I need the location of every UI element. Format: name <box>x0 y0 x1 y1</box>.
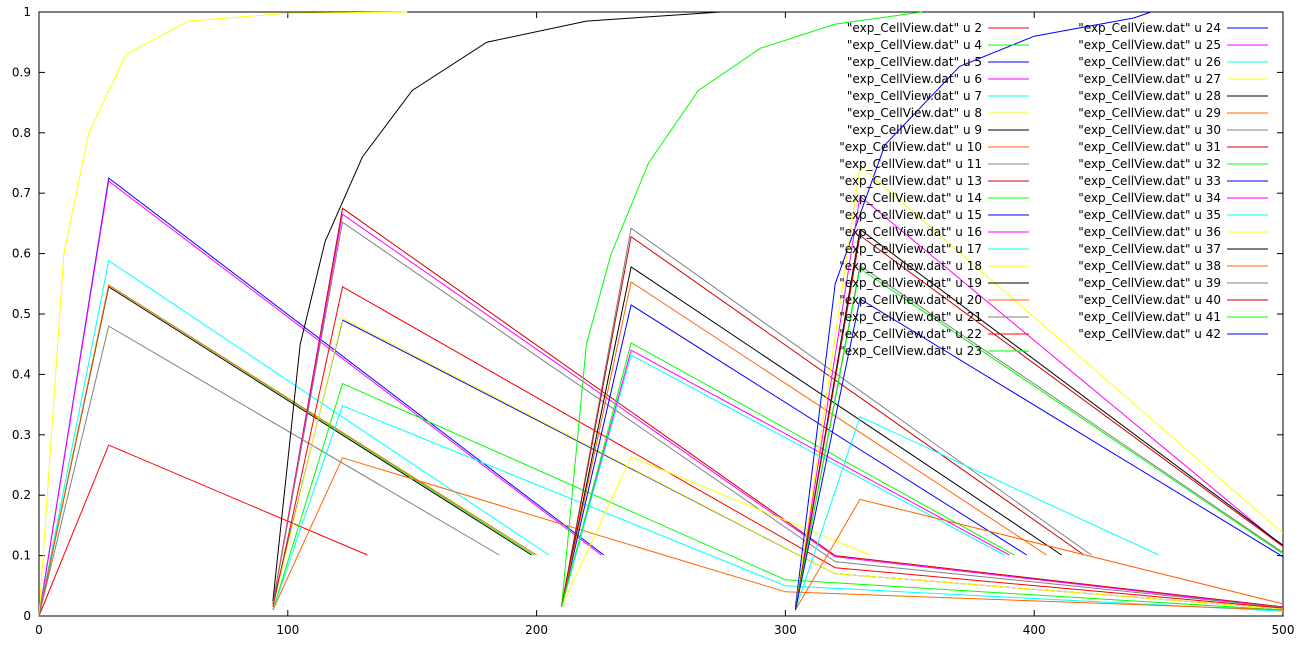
series-line-11 <box>272 382 1284 611</box>
series-line-37 <box>794 234 1284 611</box>
y-tick-label: 0.8 <box>12 126 31 140</box>
legend-entry-label: "exp_CellView.dat" u 17 <box>839 242 982 256</box>
legend-entry-label: "exp_CellView.dat" u 2 <box>847 21 982 35</box>
y-tick-label: 0.4 <box>12 367 31 381</box>
legend-entry-label: "exp_CellView.dat" u 19 <box>839 276 982 290</box>
legend-entry-label: "exp_CellView.dat" u 15 <box>839 208 982 222</box>
legend-entry-label: "exp_CellView.dat" u 11 <box>839 157 982 171</box>
legend-entry-label: "exp_CellView.dat" u 14 <box>839 191 982 205</box>
legend-entry-label: "exp_CellView.dat" u 23 <box>839 344 982 358</box>
legend-entry-label: "exp_CellView.dat" u 28 <box>1078 89 1221 103</box>
legend-entry-label: "exp_CellView.dat" u 31 <box>1078 140 1221 154</box>
series-line-9 <box>38 325 500 617</box>
legend-entry-label: "exp_CellView.dat" u 16 <box>839 225 982 239</box>
legend-entry-label: "exp_CellView.dat" u 8 <box>847 106 982 120</box>
legend-entry-label: "exp_CellView.dat" u 7 <box>847 89 982 103</box>
legend-entry-label: "exp_CellView.dat" u 27 <box>1078 72 1221 86</box>
series-line-13 <box>272 213 1284 608</box>
axes-layer: 0 100 200 300 400 500 0 0.1 0.2 0.3 0.4 0.5 0.6 0.7 0.… <box>12 5 1295 637</box>
series-line-6 <box>38 11 408 617</box>
series-line-16 <box>272 11 721 601</box>
series-line-38 <box>794 267 1284 611</box>
y-tick-label: 0.1 <box>12 549 31 563</box>
y-tick-label: 0.2 <box>12 488 31 502</box>
legend-entry-label: "exp_CellView.dat" u 18 <box>839 259 982 273</box>
series-line-17 <box>272 457 1284 611</box>
y-tick-label: 1 <box>23 5 31 19</box>
legend-entry-label: "exp_CellView.dat" u 13 <box>839 174 982 188</box>
series-line-27 <box>561 227 1092 607</box>
series-line-26 <box>561 281 1047 608</box>
legend-entry-label: "exp_CellView.dat" u 34 <box>1078 191 1221 205</box>
series-line-7 <box>38 285 532 617</box>
legend-entry-label: "exp_CellView.dat" u 35 <box>1078 208 1221 222</box>
y-tick-label: 0 <box>23 609 31 623</box>
legend-entry-label: "exp_CellView.dat" u 38 <box>1078 259 1221 273</box>
y-tick-label: 0.6 <box>12 247 31 261</box>
x-tick-label: 200 <box>525 623 548 637</box>
series-line-8 <box>38 284 537 617</box>
series-line-39 <box>794 298 1284 611</box>
legend-entry-label: "exp_CellView.dat" u 6 <box>847 72 982 86</box>
legend-entry-label: "exp_CellView.dat" u 36 <box>1078 225 1221 239</box>
legend-entry-label: "exp_CellView.dat" u 42 <box>1078 327 1221 341</box>
series-line-1 <box>38 444 368 617</box>
x-tick-label: 400 <box>1023 623 1046 637</box>
legend-entry-label: "exp_CellView.dat" u 4 <box>847 38 982 52</box>
series-line-3 <box>38 177 605 617</box>
x-tick-label: 500 <box>1272 623 1295 637</box>
legend-entry-label: "exp_CellView.dat" u 37 <box>1078 242 1221 256</box>
series-line-19 <box>272 286 1284 609</box>
series-line-24 <box>561 456 871 608</box>
legend-entry-label: "exp_CellView.dat" u 21 <box>839 310 982 324</box>
legend-entry-label: "exp_CellView.dat" u 39 <box>1078 276 1221 290</box>
legend-entry-label: "exp_CellView.dat" u 5 <box>847 55 982 69</box>
legend-entry-label: "exp_CellView.dat" u 26 <box>1078 55 1221 69</box>
legend-entry-label: "exp_CellView.dat" u 33 <box>1078 174 1221 188</box>
x-tick-label: 0 <box>35 623 43 637</box>
series-layer <box>38 11 1284 617</box>
legend-entry-label: "exp_CellView.dat" u 24 <box>1078 21 1221 35</box>
legend-entry-label: "exp_CellView.dat" u 22 <box>839 327 982 341</box>
legend-entry-label: "exp_CellView.dat" u 40 <box>1078 293 1221 307</box>
series-line-30 <box>794 11 1152 607</box>
series-line-28 <box>561 235 1085 607</box>
series-line-29 <box>561 342 1015 608</box>
y-tick-label: 0.9 <box>12 65 31 79</box>
series-line-18 <box>272 221 1284 608</box>
legend-entry-label: "exp_CellView.dat" u 9 <box>847 123 982 137</box>
legend-entry-label: "exp_CellView.dat" u 30 <box>1078 123 1221 137</box>
series-line-5 <box>38 259 550 617</box>
legend-entry-label: "exp_CellView.dat" u 10 <box>839 140 982 154</box>
series-line-32 <box>794 416 1159 611</box>
legend: "exp_CellView.dat" u 2 "exp_CellView.dat"… <box>839 21 1268 358</box>
x-tick-label: 100 <box>276 623 299 637</box>
y-tick-label: 0.7 <box>12 186 31 200</box>
series-line-10 <box>272 207 1284 608</box>
series-line-25 <box>561 266 1062 608</box>
series-line-15 <box>272 317 1284 610</box>
series-line-4 <box>38 180 602 617</box>
x-tick-label: 300 <box>774 623 797 637</box>
legend-entry-label: "exp_CellView.dat" u 25 <box>1078 38 1221 52</box>
y-tick-label: 0.5 <box>12 307 31 321</box>
series-line-14 <box>272 405 1284 612</box>
series-line-22 <box>561 349 1010 608</box>
series-line-35 <box>794 498 1284 611</box>
legend-entry-label: "exp_CellView.dat" u 32 <box>1078 157 1221 171</box>
series-line-23 <box>561 354 1005 608</box>
series-line-31 <box>794 195 1284 611</box>
series-line-20 <box>561 11 923 607</box>
series-line-33 <box>794 165 1284 611</box>
legend-entry-label: "exp_CellView.dat" u 41 <box>1078 310 1221 324</box>
y-tick-label: 0.3 <box>12 428 31 442</box>
legend-entry-label: "exp_CellView.dat" u 20 <box>839 293 982 307</box>
legend-entry-label: "exp_CellView.dat" u 29 <box>1078 106 1221 120</box>
series-line-21 <box>561 304 1027 608</box>
